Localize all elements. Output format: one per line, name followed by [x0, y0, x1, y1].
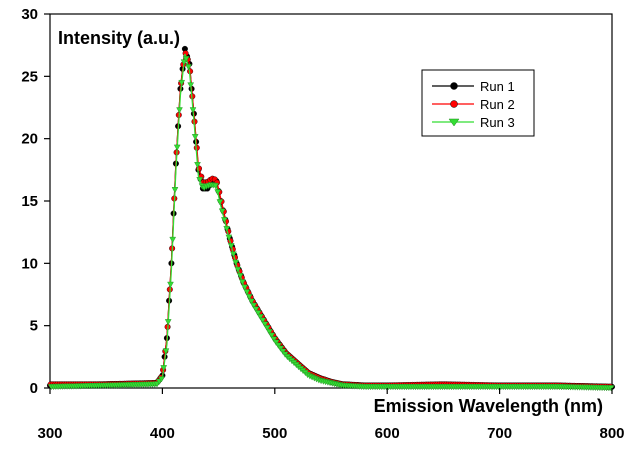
data-point — [212, 183, 219, 190]
y-axis-title: Intensity (a.u.) — [58, 28, 180, 48]
data-point — [164, 319, 172, 326]
data-point — [160, 365, 168, 372]
data-point — [252, 306, 260, 313]
y-tick-label: 20 — [21, 131, 38, 148]
data-point — [248, 298, 255, 305]
x-tick-label: 400 — [150, 425, 175, 442]
x-tick-label: 600 — [375, 425, 400, 442]
x-tick-label: 700 — [487, 425, 512, 442]
data-point — [227, 243, 235, 250]
legend-box — [421, 69, 535, 137]
data-point — [230, 251, 237, 258]
data-point — [167, 281, 174, 288]
data-point — [268, 332, 276, 339]
legend-label: Run 3 — [480, 115, 515, 130]
data-point — [236, 273, 244, 280]
data-point — [221, 217, 228, 224]
data-point — [275, 342, 282, 349]
data-point — [241, 284, 249, 291]
data-point — [263, 325, 271, 332]
x-tick-label: 800 — [599, 425, 624, 442]
y-tick-label: 10 — [21, 255, 38, 272]
data-point — [250, 302, 258, 309]
data-point — [173, 144, 181, 151]
data-point — [194, 162, 201, 169]
data-point — [171, 187, 179, 194]
y-tick-label: 5 — [30, 318, 38, 335]
y-tick-label: 0 — [30, 380, 38, 397]
data-point — [261, 321, 269, 328]
legend-label: Run 1 — [480, 79, 515, 94]
legend: Run 1 Run 2 Run 3 — [421, 69, 535, 137]
data-point — [234, 266, 242, 274]
data-point — [245, 294, 253, 301]
data-point — [239, 279, 246, 286]
data-point — [189, 107, 197, 114]
data-point — [214, 189, 222, 196]
data-point — [158, 376, 165, 383]
data-point — [257, 314, 264, 321]
data-point — [277, 345, 284, 352]
legend-marker — [450, 100, 458, 108]
data-point — [187, 82, 195, 89]
data-point — [162, 348, 170, 355]
legend-marker — [450, 82, 458, 90]
data-point — [259, 317, 267, 324]
y-tick-label: 30 — [21, 6, 38, 23]
legend-marker — [448, 118, 460, 127]
data-point — [225, 234, 233, 241]
x-axis-title: Emission Wavelength (nm) — [374, 396, 603, 416]
data-point — [270, 336, 278, 343]
data-point — [223, 226, 231, 233]
axes-layer: 300 400 500 600 700 800 0 5 10 15 20 25 30 — [21, 6, 624, 442]
y-tick-label: 15 — [21, 193, 38, 210]
y-tick-label: 25 — [21, 68, 38, 85]
data-point — [272, 339, 280, 346]
data-point — [182, 56, 190, 63]
data-point — [180, 59, 188, 66]
data-point — [169, 236, 177, 244]
data-point — [216, 199, 224, 206]
data-point — [266, 329, 273, 336]
data-point — [178, 80, 186, 87]
data-point — [254, 310, 262, 317]
data-point — [191, 134, 199, 141]
data-point — [218, 208, 226, 215]
data-point — [196, 177, 204, 184]
series-3 — [47, 53, 615, 392]
data-point — [243, 289, 251, 296]
data-point — [176, 107, 183, 114]
x-tick-label: 500 — [262, 425, 287, 442]
series-layer — [47, 45, 616, 392]
data-point — [232, 259, 240, 266]
legend-label: Run 2 — [480, 97, 515, 112]
data-point — [185, 64, 192, 71]
x-tick-label: 300 — [37, 425, 62, 442]
data-point — [279, 348, 287, 355]
